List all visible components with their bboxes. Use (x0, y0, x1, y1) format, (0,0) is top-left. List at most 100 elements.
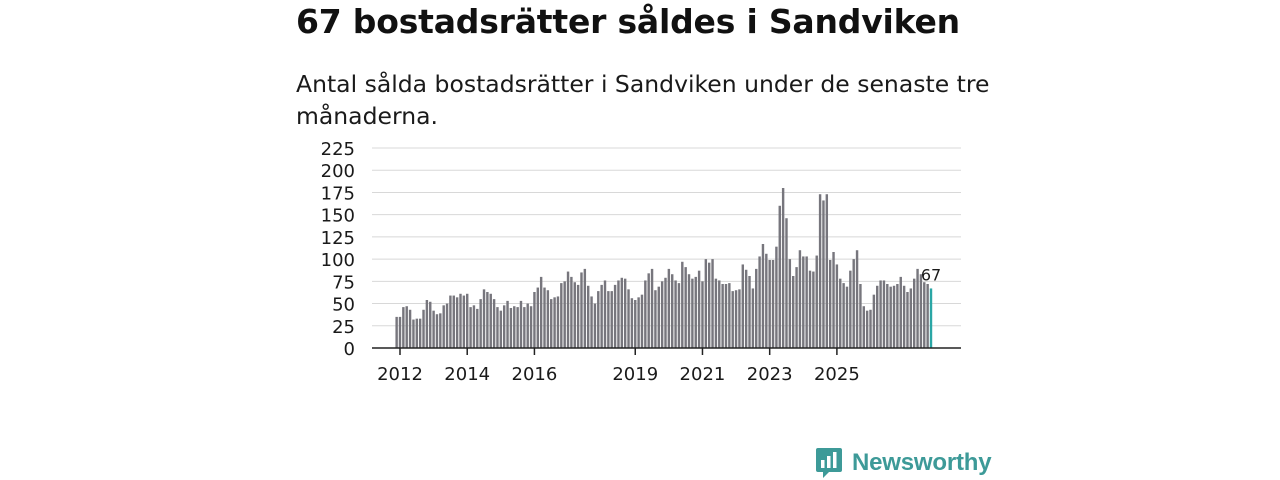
bar (590, 296, 593, 348)
bar (815, 255, 818, 348)
bar (711, 259, 714, 348)
bar (499, 310, 503, 348)
bar (486, 292, 489, 348)
bar (832, 252, 835, 348)
bar (906, 292, 909, 348)
bar (664, 277, 667, 348)
bar (506, 300, 509, 348)
bar (533, 292, 536, 348)
bar (469, 307, 472, 348)
x-tick-label: 2016 (512, 364, 558, 385)
bar (654, 290, 657, 348)
bar (550, 299, 553, 348)
bar (472, 305, 476, 348)
bar (408, 309, 412, 348)
bar (896, 284, 899, 348)
bar (822, 200, 825, 348)
bar (761, 244, 765, 348)
y-tick-label: 150 (321, 206, 355, 227)
bar (452, 295, 455, 348)
bar (768, 260, 771, 348)
page-title: 67 bostadsrätter såldes i Sandviken (296, 2, 960, 41)
y-tick-label: 50 (332, 295, 355, 316)
bar (637, 297, 640, 348)
bar (442, 305, 445, 348)
newsworthy-logo[interactable]: Newsworthy (815, 446, 992, 480)
y-tick-label: 200 (321, 161, 355, 182)
bar (634, 300, 637, 348)
bar (556, 296, 560, 348)
bar (882, 280, 886, 348)
bar (445, 303, 449, 348)
newsworthy-chart-icon (816, 448, 842, 478)
bar (798, 250, 802, 348)
y-tick-label: 125 (321, 228, 355, 249)
bar (398, 316, 402, 348)
bar (570, 276, 573, 348)
bar (778, 205, 781, 348)
bar (418, 318, 422, 348)
bar (714, 278, 718, 348)
bar (724, 284, 728, 348)
bar (835, 264, 839, 348)
bar (825, 194, 829, 348)
bar (741, 264, 745, 348)
bar (422, 309, 425, 348)
bar (879, 280, 882, 348)
chart-subtitle: Antal sålda bostadsrätter i Sandviken un… (296, 70, 990, 130)
bar (536, 287, 540, 348)
bar (758, 256, 761, 348)
bar (586, 285, 590, 348)
bar (566, 271, 570, 348)
bar (439, 313, 442, 348)
bar (560, 283, 563, 348)
bar (728, 283, 731, 348)
bar (660, 281, 664, 348)
bar (919, 274, 923, 348)
x-tick-label: 2025 (814, 364, 860, 385)
bar (583, 268, 587, 348)
bar (748, 276, 751, 348)
x-tick-label: 2021 (680, 364, 726, 385)
bar (694, 276, 697, 348)
bar (405, 306, 408, 348)
bar (509, 308, 513, 348)
bar (513, 306, 516, 348)
bar (886, 284, 889, 348)
bar (765, 253, 768, 348)
bar (916, 268, 919, 348)
bar (600, 284, 603, 348)
bar (429, 301, 432, 348)
bar (751, 288, 755, 348)
y-tick-label: 225 (321, 139, 355, 160)
bar (580, 272, 583, 348)
bar (704, 259, 708, 348)
bar (802, 256, 805, 348)
bar (808, 270, 812, 348)
x-tick-label: 2023 (747, 364, 793, 385)
bar (744, 269, 748, 348)
bar (899, 276, 902, 348)
bar (543, 287, 546, 348)
bar (482, 289, 486, 348)
bar (845, 286, 849, 348)
bar (805, 256, 808, 348)
bar (687, 274, 691, 348)
bar (926, 284, 929, 348)
bar (681, 261, 684, 348)
bar (671, 274, 674, 348)
bar (731, 291, 734, 348)
bar (852, 259, 855, 348)
bar (519, 300, 523, 348)
bar (785, 218, 788, 348)
bar (402, 307, 405, 348)
bar (812, 271, 815, 348)
bar (476, 308, 479, 348)
bar (788, 259, 792, 348)
bar (775, 246, 778, 348)
bar (623, 278, 627, 348)
bar (701, 281, 704, 348)
bar (707, 262, 711, 348)
bar (610, 291, 613, 348)
